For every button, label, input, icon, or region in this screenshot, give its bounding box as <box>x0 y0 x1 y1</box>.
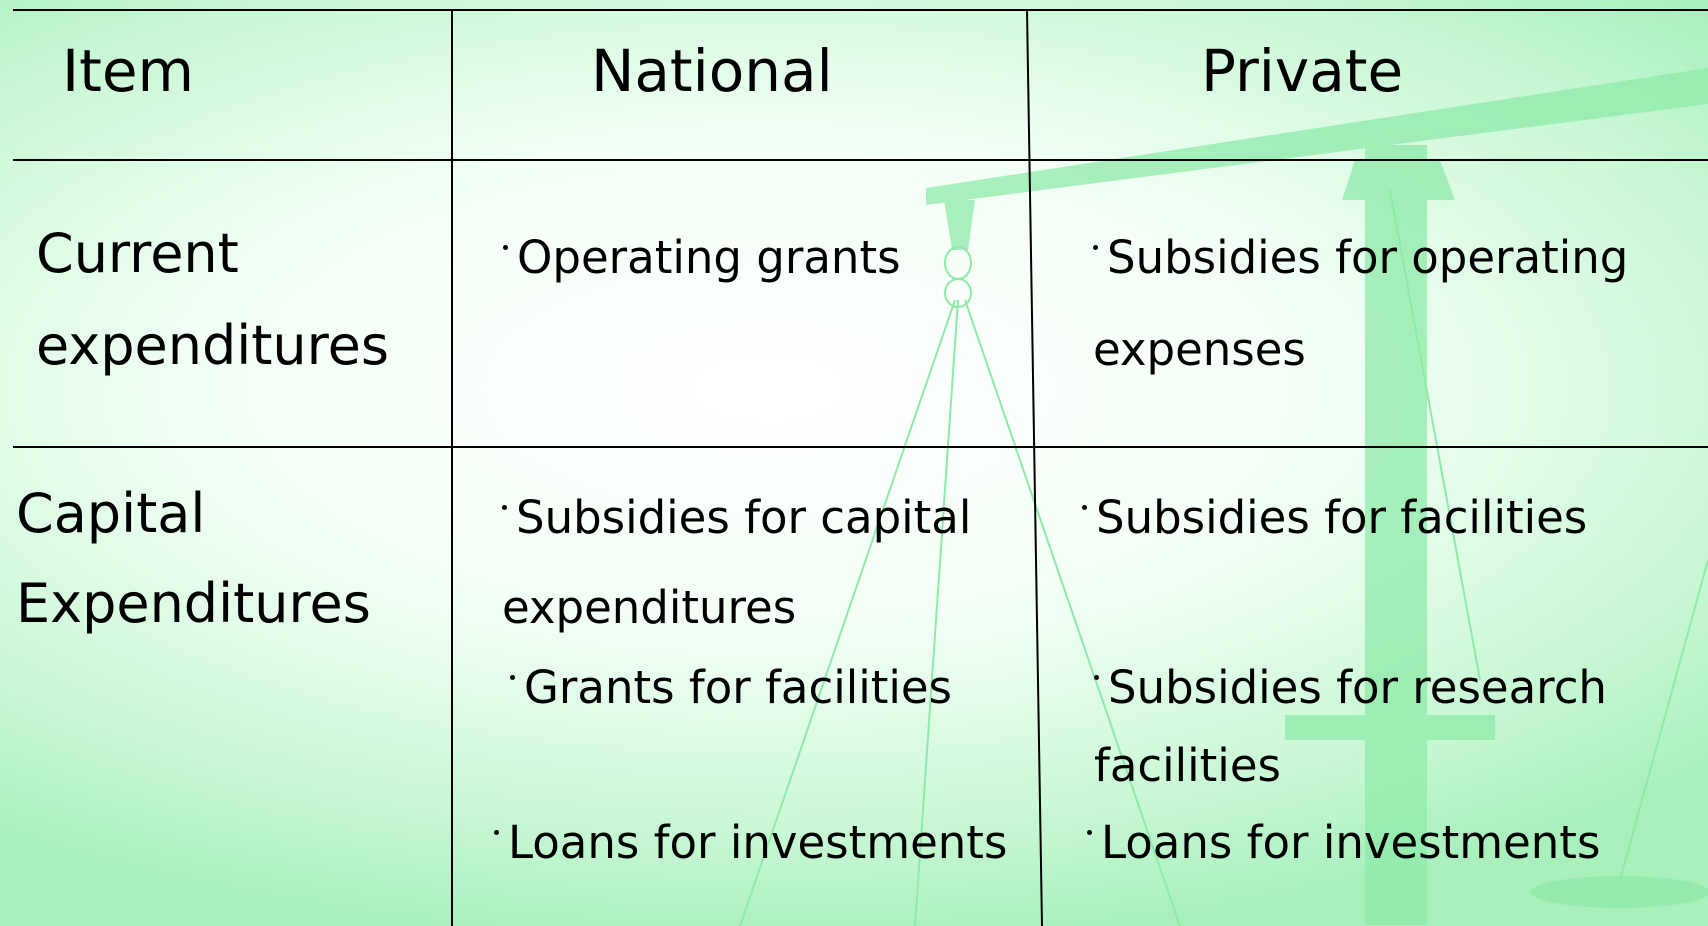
item-text: Subsidies for capital expenditures <box>502 491 971 634</box>
row-label: Current expenditures <box>36 208 436 392</box>
header-cell: Private <box>1201 36 1403 106</box>
list-item: Loans for investments <box>494 798 1034 888</box>
bullet <box>510 675 515 680</box>
list-item: Operating grants <box>503 212 1023 304</box>
item-text: Subsidies for operating expenses <box>1093 231 1628 376</box>
bullet <box>503 245 508 250</box>
bullet <box>1087 830 1092 835</box>
bullet <box>502 505 507 510</box>
slide: Item National Private Current expenditur… <box>0 0 1708 926</box>
item-text: Subsidies for research facilities <box>1094 661 1607 792</box>
list-item: Subsidies for research facilities <box>1094 649 1664 805</box>
header-cell: National <box>591 36 833 106</box>
bullet <box>1082 505 1087 510</box>
list-item: Loans for investments <box>1087 798 1687 888</box>
item-text: Grants for facilities <box>524 661 952 714</box>
list-item: Subsidies for capital expenditures <box>502 473 1002 653</box>
list-item: Subsidies for facilities <box>1082 473 1682 563</box>
rule <box>1027 10 1042 926</box>
bullet <box>1093 245 1098 250</box>
item-text: Loans for investments <box>1101 816 1600 869</box>
bullet <box>1094 675 1099 680</box>
list-item: Grants for facilities <box>510 643 1010 733</box>
row-label: Capital Expenditures <box>16 469 436 649</box>
item-text: Loans for investments <box>508 816 1007 869</box>
list-item: Subsidies for operating expenses <box>1093 212 1693 396</box>
item-text: Subsidies for facilities <box>1096 491 1587 544</box>
item-text: Operating grants <box>517 231 901 284</box>
bullet <box>494 830 499 835</box>
header-cell: Item <box>62 36 194 106</box>
